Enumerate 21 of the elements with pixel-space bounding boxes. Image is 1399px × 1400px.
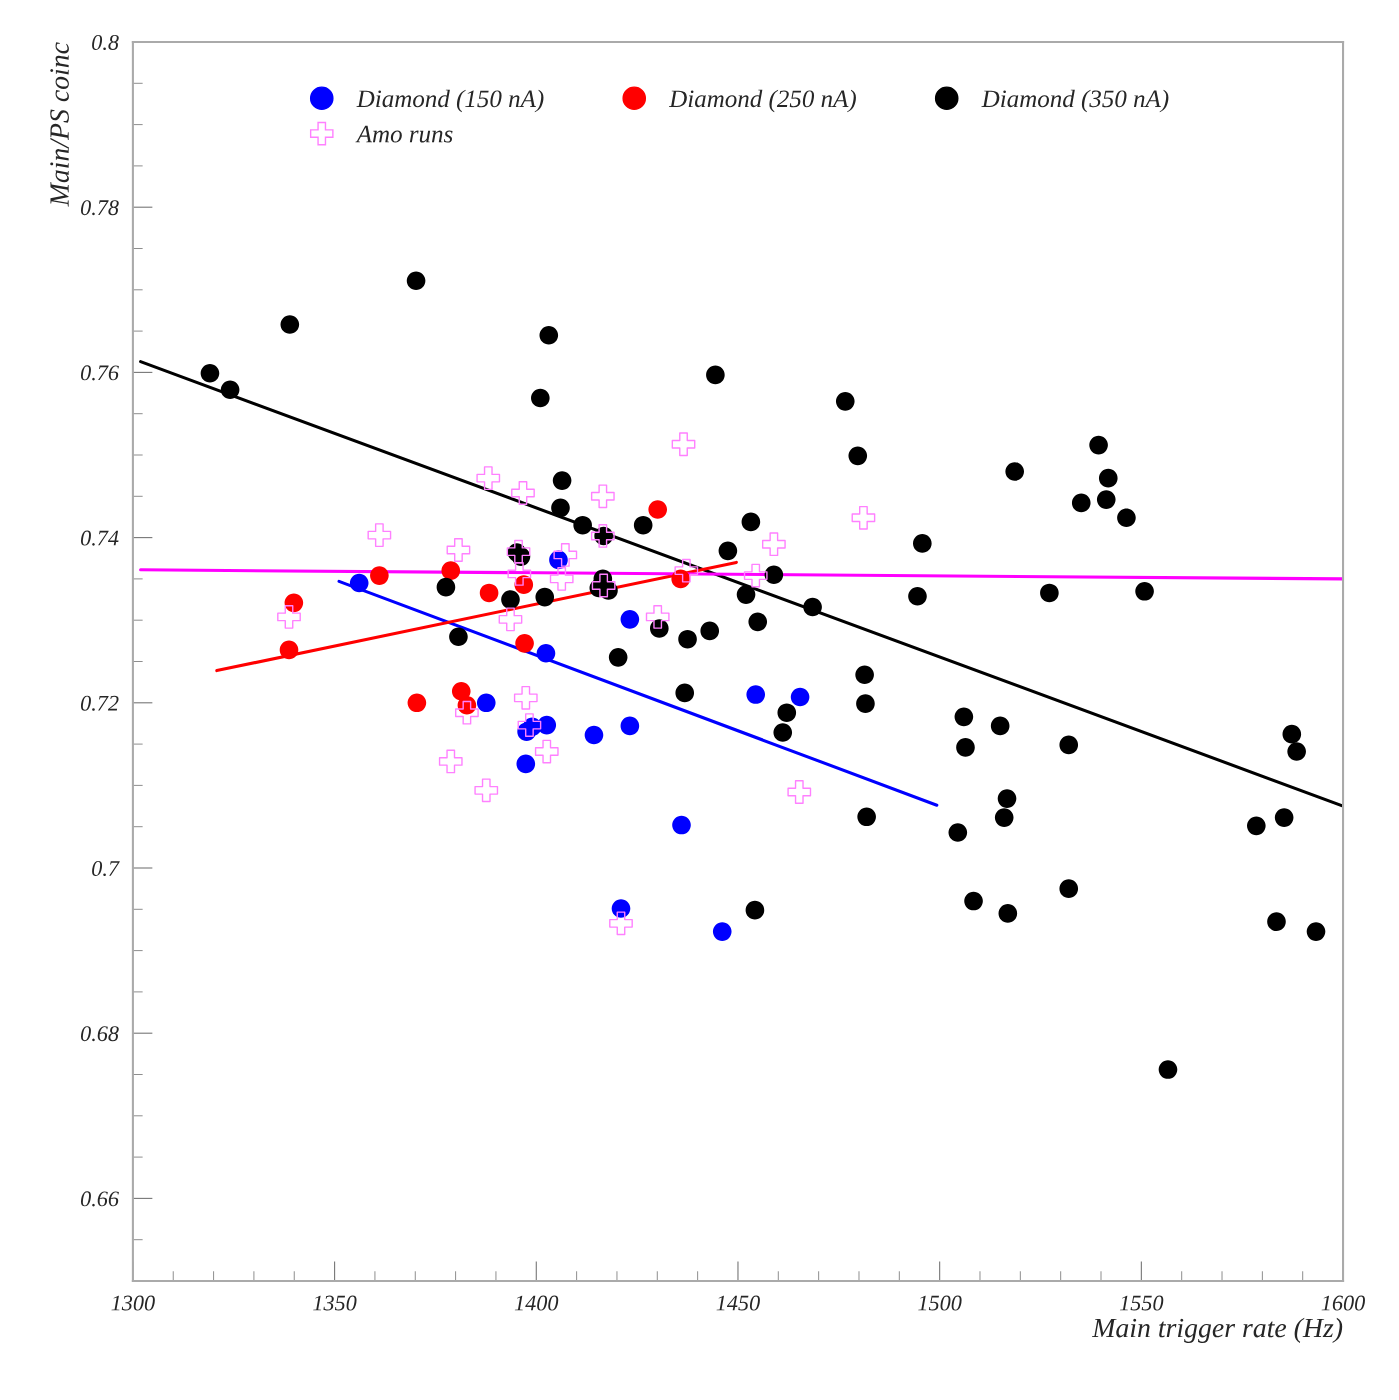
y-tick-label: 0.76 (80, 365, 119, 381)
x-tick-label: 1350 (313, 1295, 357, 1311)
legend-label: Amo runs (355, 125, 453, 143)
y-tick-label: 0.8 (92, 34, 119, 51)
y-tick-label: 0.66 (80, 1191, 119, 1207)
x-tick-label: 1550 (1119, 1295, 1164, 1311)
legend-label: Diamond (150 nA) (356, 89, 544, 113)
y-tick-label: 0.72 (80, 695, 119, 711)
x-tick-label: 1300 (111, 1295, 155, 1311)
y-tick-label: 0.68 (80, 1026, 119, 1042)
x-tick-label: 1500 (918, 1295, 962, 1311)
legend-label: Diamond (350 nA) (981, 89, 1169, 113)
y-tick-label: 0.74 (80, 530, 119, 546)
x-axis-title: Main trigger rate (Hz) (1091, 1317, 1343, 1344)
x-tick-label: 1450 (716, 1295, 760, 1311)
y-axis-title: Main/PS coinc (50, 42, 69, 207)
x-tick-label: 1400 (514, 1295, 559, 1311)
y-tick-label: 0.78 (80, 200, 119, 216)
legend-label: Diamond (250 nA) (668, 89, 856, 113)
x-tick-label: 1600 (1321, 1295, 1365, 1311)
y-tick-label: 0.7 (92, 860, 120, 877)
